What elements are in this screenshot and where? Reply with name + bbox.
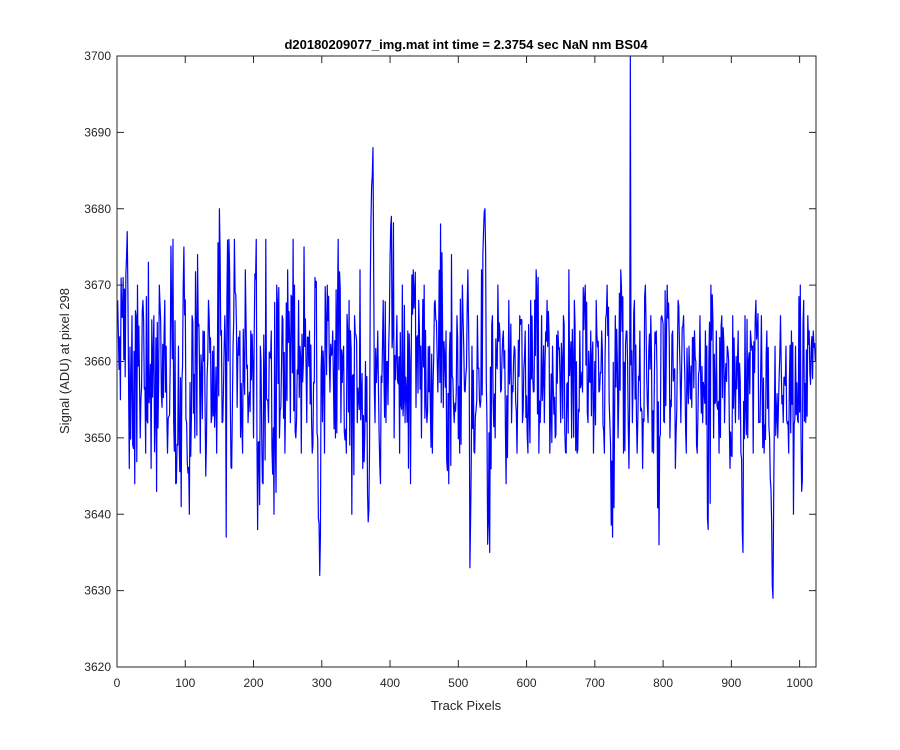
x-tick-label: 300	[312, 676, 332, 690]
x-tick-label: 1000	[786, 676, 813, 690]
x-tick-label: 400	[380, 676, 400, 690]
y-tick-label: 3620	[84, 660, 111, 674]
x-tick-label: 500	[448, 676, 468, 690]
x-tick-label: 0	[114, 676, 121, 690]
y-tick-label: 3680	[84, 202, 111, 216]
y-axis-label: Signal (ADU) at pixel 298	[57, 288, 72, 434]
x-tick-label: 100	[175, 676, 195, 690]
y-tick-label: 3630	[84, 584, 111, 598]
series-layer	[117, 55, 817, 599]
series-line	[117, 55, 817, 599]
x-tick-label: 600	[517, 676, 537, 690]
x-axis-label: Track Pixels	[431, 698, 502, 713]
x-tick-label: 800	[653, 676, 673, 690]
x-tick-label: 700	[585, 676, 605, 690]
x-tick-label: 900	[721, 676, 741, 690]
y-tick-label: 3640	[84, 507, 111, 521]
x-tick-label: 200	[244, 676, 264, 690]
y-tick-label: 3700	[84, 49, 111, 63]
y-tick-label: 3650	[84, 431, 111, 445]
y-tick-label: 3690	[84, 125, 111, 139]
y-tick-label: 3660	[84, 355, 111, 369]
chart-title: d20180209077_img.mat int time = 2.3754 s…	[284, 37, 648, 52]
y-tick-label: 3670	[84, 278, 111, 292]
ticks-layer: 0 100 200 300 400 500 600 700 800 900 1000 3620 3630…	[84, 49, 816, 690]
